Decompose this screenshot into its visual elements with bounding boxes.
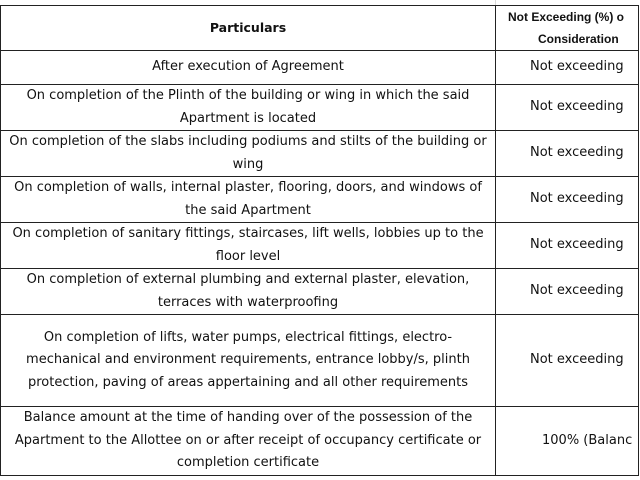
limit-cell: 100% (Balanc xyxy=(495,406,639,476)
limit-cell: Not exceeding xyxy=(495,176,639,223)
particular-cell: On completion of the slabs including pod… xyxy=(0,130,496,177)
table-row: After execution of Agreement Not exceedin… xyxy=(0,50,639,85)
header-row: Particulars Not Exceeding (%) o Considera… xyxy=(0,5,639,51)
particular-cell: On completion of external plumbing and e… xyxy=(0,268,496,315)
header-limit-line1: Not Exceeding (%) o xyxy=(508,10,625,24)
limit-cell: Not exceeding xyxy=(495,84,639,131)
limit-cell: Not exceeding xyxy=(495,130,639,177)
payment-schedule-table: Particulars Not Exceeding (%) o Considera… xyxy=(0,5,639,476)
header-limit-line2: Consideration xyxy=(538,32,619,46)
table-row: On completion of the slabs including pod… xyxy=(0,130,639,177)
header-particulars: Particulars xyxy=(0,5,496,51)
particular-cell: Balance amount at the time of handing ov… xyxy=(0,406,496,476)
table-row: On completion of lifts, water pumps, ele… xyxy=(0,314,639,407)
table-row: On completion of the Plinth of the build… xyxy=(0,84,639,131)
limit-cell: Not exceeding xyxy=(495,50,639,85)
particular-cell: On completion of the Plinth of the build… xyxy=(0,84,496,131)
header-limit: Not Exceeding (%) o Consideration xyxy=(495,5,639,51)
limit-cell: Not exceeding xyxy=(495,222,639,269)
sheet-gridline xyxy=(495,0,496,5)
limit-cell: Not exceeding xyxy=(495,314,639,407)
particular-cell: After execution of Agreement xyxy=(0,50,496,85)
particular-cell: On completion of walls, internal plaster… xyxy=(0,176,496,223)
limit-cell: Not exceeding xyxy=(495,268,639,315)
particular-cell: On completion of sanitary fittings, stai… xyxy=(0,222,496,269)
table-row: On completion of walls, internal plaster… xyxy=(0,176,639,223)
particular-cell: On completion of lifts, water pumps, ele… xyxy=(0,314,496,407)
table-row: On completion of external plumbing and e… xyxy=(0,268,639,315)
table-row: Balance amount at the time of handing ov… xyxy=(0,406,639,476)
table-row: On completion of sanitary fittings, stai… xyxy=(0,222,639,269)
